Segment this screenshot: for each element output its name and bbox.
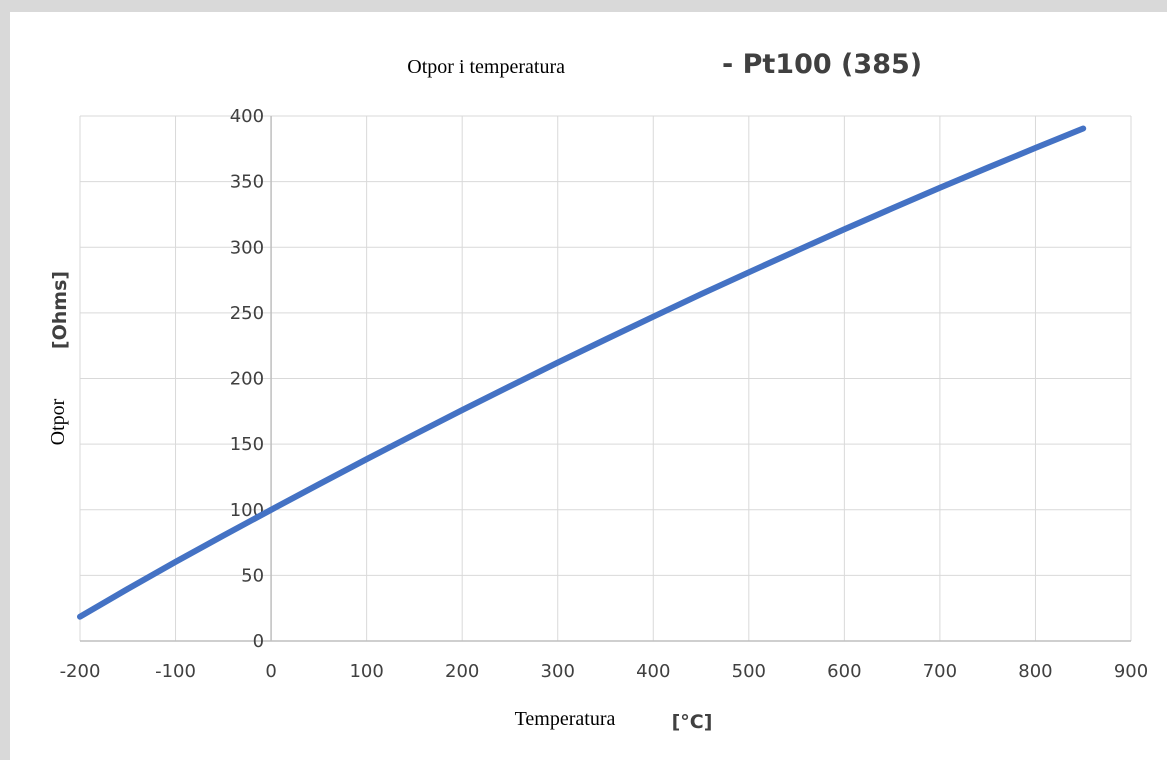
chart-title: Otpor i temperatura	[407, 56, 565, 78]
y-tick-label: 0	[253, 631, 264, 652]
x-tick-label: 200	[445, 661, 479, 682]
x-tick-label: 300	[541, 661, 575, 682]
y-tick-label: 150	[230, 434, 264, 455]
y-axis-unit: [Ohms]	[49, 271, 71, 349]
x-tick-label: 700	[923, 661, 957, 682]
x-tick-label: 400	[636, 661, 670, 682]
chart-subtitle: - Pt100 (385)	[722, 49, 922, 80]
y-tick-label: 200	[230, 369, 264, 390]
y-tick-label: 400	[230, 106, 264, 127]
x-tick-label: -200	[60, 661, 101, 682]
x-tick-label: 100	[349, 661, 383, 682]
x-tick-label: 600	[827, 661, 861, 682]
y-tick-label: 300	[230, 237, 264, 258]
x-axis-label: Temperatura	[515, 708, 616, 730]
y-axis-label: Otpor	[47, 398, 69, 445]
x-tick-labels: -200 -100 0 100 200 300 400 500 600 700 800 900	[60, 661, 1149, 682]
x-axis-unit: [°C]	[672, 711, 713, 733]
y-tick-label: 250	[230, 303, 264, 324]
y-tick-label: 50	[241, 565, 264, 586]
x-tick-label: 0	[265, 661, 276, 682]
y-tick-label: 350	[230, 172, 264, 193]
x-tick-label: 500	[732, 661, 766, 682]
x-tick-label: 800	[1018, 661, 1052, 682]
x-tick-label: -100	[155, 661, 196, 682]
x-tick-label: 900	[1114, 661, 1148, 682]
